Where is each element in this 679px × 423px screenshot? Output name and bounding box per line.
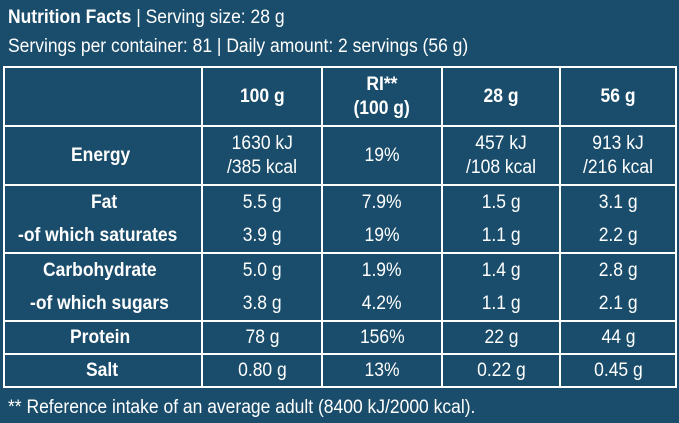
fat-28g: 1.5 g 1.1 g [441,184,561,254]
carbohydrate-ri: 1.9% 4.2% [321,252,443,322]
table-row-fat: Fat -of which saturates 5.5 g 3.9 g 7.9%… [3,184,677,254]
table-row-energy: Energy 1630 kJ/385 kcal 19% 457 kJ/108 k… [3,125,677,186]
fat-100g: 5.5 g 3.9 g [201,184,323,254]
row-label-carbohydrate: Carbohydrate -of which sugars [3,252,203,322]
daily-amount: Daily amount: 2 servings (56 g) [226,36,469,57]
row-label-salt: Salt [3,353,203,388]
header-56g: 56 g [559,66,677,127]
carbohydrate-56g: 2.8 g 2.1 g [559,252,677,322]
table-row-carbohydrate: Carbohydrate -of which sugars 5.0 g 3.8 … [3,252,677,322]
salt-ri: 13% [321,353,443,388]
row-label-saturates: -of which saturates [18,225,178,246]
reference-intake-footnote: ** Reference intake of an average adult … [8,397,476,418]
protein-56g: 44 g [559,320,677,355]
header-line-2: Servings per container: 81 | Daily amoun… [8,35,468,59]
table-header-row: 100 g RI** (100 g) 28 g 56 g [3,66,677,127]
energy-ri: 19% [321,125,443,186]
energy-100g: 1630 kJ/385 kcal [201,125,323,186]
row-label-energy: Energy [3,125,203,186]
nutrition-table: 100 g RI** (100 g) 28 g 56 g Energy 1630 … [3,66,677,388]
row-label-protein: Protein [3,320,203,355]
fat-ri: 7.9% 19% [321,184,443,254]
row-label-fat: Fat -of which saturates [3,184,203,254]
protein-28g: 22 g [441,320,561,355]
table-row-salt: Salt 0.80 g 13% 0.22 g 0.45 g [3,353,677,388]
servings-per-container: Servings per container: 81 [8,36,213,57]
table-row-protein: Protein 78 g 156% 22 g 44 g [3,320,677,355]
salt-28g: 0.22 g [441,353,561,388]
header-line-1: Nutrition Facts | Serving size: 28 g [8,6,285,30]
header-separator: | [212,36,227,57]
header-empty-cell [3,66,203,127]
salt-100g: 0.80 g [201,353,323,388]
protein-ri: 156% [321,320,443,355]
header-28g: 28 g [441,66,561,127]
header-ri: RI** (100 g) [321,66,443,127]
energy-56g: 913 kJ/216 kcal [559,125,677,186]
salt-56g: 0.45 g [559,353,677,388]
serving-size: Serving size: 28 g [145,7,285,28]
header-separator: | [131,7,146,28]
carbohydrate-100g: 5.0 g 3.8 g [201,252,323,322]
row-label-sugars: -of which sugars [29,293,169,314]
energy-28g: 457 kJ/108 kcal [441,125,561,186]
carbohydrate-28g: 1.4 g 1.1 g [441,252,561,322]
header-100g: 100 g [201,66,323,127]
protein-100g: 78 g [201,320,323,355]
nutrition-facts-title: Nutrition Facts [8,7,132,28]
fat-56g: 3.1 g 2.2 g [559,184,677,254]
